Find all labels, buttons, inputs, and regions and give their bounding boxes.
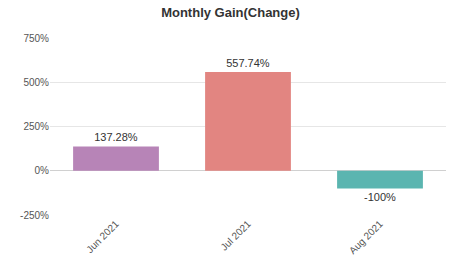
svg-text:557.74%: 557.74% — [226, 57, 270, 69]
svg-text:-250%: -250% — [20, 210, 49, 221]
svg-text:750%: 750% — [23, 33, 49, 44]
svg-text:Jun 2021: Jun 2021 — [84, 218, 121, 255]
svg-text:500%: 500% — [23, 77, 49, 88]
svg-text:Aug 2021: Aug 2021 — [347, 218, 385, 256]
svg-text:Jul 2021: Jul 2021 — [218, 218, 253, 253]
svg-text:0%: 0% — [35, 165, 50, 176]
svg-text:-100%: -100% — [364, 191, 396, 203]
svg-text:250%: 250% — [23, 121, 49, 132]
svg-text:Monthly Gain(Change): Monthly Gain(Change) — [161, 5, 300, 20]
svg-text:137.28%: 137.28% — [94, 131, 138, 143]
